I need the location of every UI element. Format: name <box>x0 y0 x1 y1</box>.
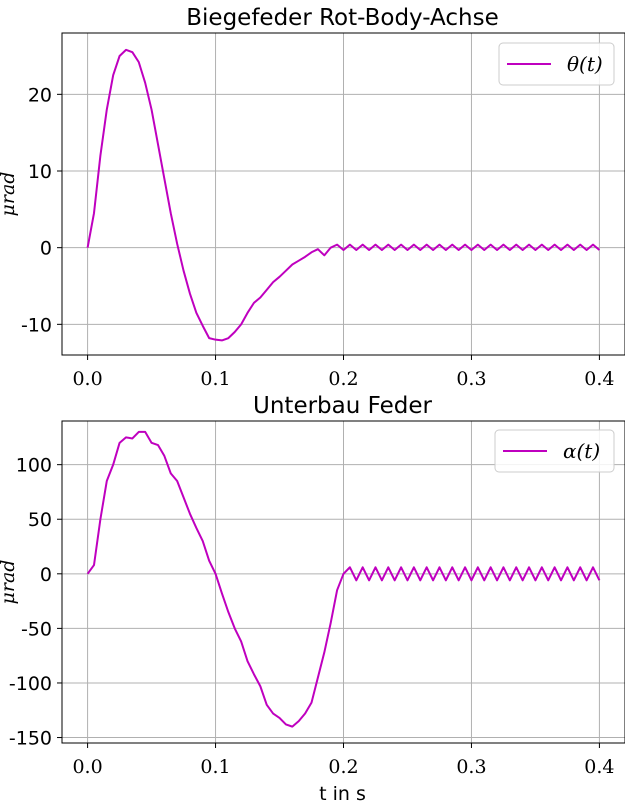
y-tick-label: -100 <box>9 673 52 695</box>
x-tick-label: 0.3 <box>456 756 486 778</box>
legend-box <box>494 429 615 473</box>
chart-title: Biegefeder Rot-Body-Achse <box>186 5 499 31</box>
series-line-2 <box>86 430 601 728</box>
legend-box <box>498 42 615 86</box>
plot-panel-2: 0.0 0.1 0.2 0.3 0.4 100 50 0 -50 -100 -150 Unterbau… <box>0 393 625 805</box>
x-axis-label: t in s <box>319 783 366 805</box>
y-tick-label: 50 <box>28 509 52 531</box>
chart-title: Unterbau Feder <box>253 393 432 419</box>
y-axis-label: μrad <box>0 172 19 217</box>
x-tick-label: 0.0 <box>72 756 102 778</box>
series-line-1 <box>86 48 601 342</box>
y-tick-label: 10 <box>28 161 52 183</box>
y-tick-label: 0 <box>40 564 52 586</box>
x-tick-label: 0.1 <box>200 756 230 778</box>
y-tick-label: -150 <box>9 728 52 750</box>
x-tick-label: 0.4 <box>584 368 614 390</box>
x-tick-label: 0.2 <box>328 368 358 390</box>
y-tick-label: 100 <box>16 455 52 477</box>
legend-label: θ(t) <box>567 52 603 76</box>
x-tick-label: 0.0 <box>72 368 102 390</box>
legend-label: α(t) <box>563 439 600 463</box>
x-tick-label: 0.2 <box>328 756 358 778</box>
y-tick-label: 0 <box>40 238 52 260</box>
x-tick-label: 0.3 <box>456 368 486 390</box>
y-axis-label: μrad <box>0 560 19 605</box>
plot-panel-1: 0.0 0.1 0.2 0.3 0.4 20 10 0 -10 Biegefeder Rot-Bo… <box>0 5 625 390</box>
x-tick-label: 0.1 <box>200 368 230 390</box>
x-tick-label: 0.4 <box>584 756 614 778</box>
y-tick-label: -50 <box>21 618 52 640</box>
y-tick-label: 20 <box>28 84 52 106</box>
legend: α(t) <box>494 429 615 473</box>
legend: θ(t) <box>498 42 615 86</box>
y-tick-label: -10 <box>21 314 52 336</box>
